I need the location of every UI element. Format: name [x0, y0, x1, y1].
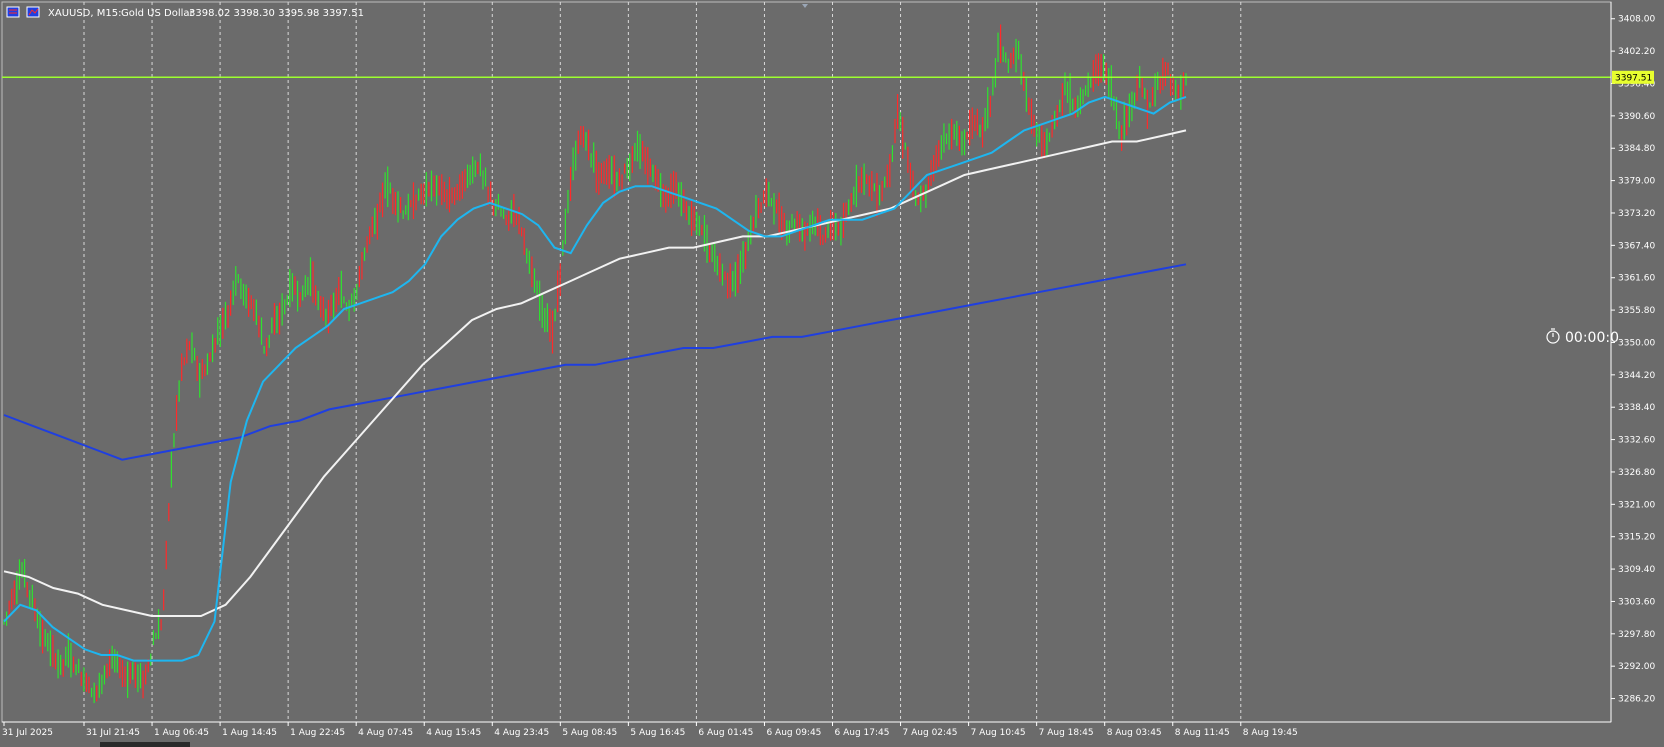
time-tick-label: 1 Aug 14:45	[222, 728, 277, 738]
symbol-icon[interactable]	[26, 6, 40, 18]
time-tick-label: 6 Aug 09:45	[766, 728, 821, 738]
scroll-marker-icon[interactable]	[802, 4, 808, 8]
price-tick-label: 3367.40	[1618, 241, 1655, 251]
symbol-icon-glyph	[28, 8, 39, 16]
symbol-timeframe-label: XAUUSD, M15:	[48, 8, 121, 19]
moving-average-slow-line	[3, 263, 1187, 461]
price-tick-label: 3384.80	[1618, 144, 1655, 154]
price-tick-label: 3408.00	[1618, 15, 1655, 25]
bar-timer: 00:00:0	[1546, 328, 1619, 346]
time-tick-label: 7 Aug 18:45	[1039, 728, 1094, 738]
price-tick-label: 3396.40	[1618, 79, 1655, 89]
horizontal-scrollbar[interactable]	[100, 742, 190, 747]
price-tick-label: 3286.20	[1618, 695, 1655, 705]
time-tick-label: 5 Aug 16:45	[630, 728, 685, 738]
current-price-tag: 3397.51	[1612, 70, 1654, 84]
price-axis: 3408.00 3402.20 3396.40 3390.60 3384.80 3379.…	[1610, 2, 1655, 722]
time-tick-label: 6 Aug 01:45	[698, 728, 753, 738]
price-tick-label: 3315.20	[1618, 533, 1655, 543]
price-tick-label: 3350.00	[1618, 338, 1655, 348]
price-tick-label: 3297.80	[1618, 630, 1655, 640]
price-tick-label: 3326.80	[1618, 468, 1655, 478]
time-tick-label: 1 Aug 06:45	[154, 728, 209, 738]
time-tick-label: 7 Aug 10:45	[971, 728, 1026, 738]
time-tick-label: 8 Aug 11:45	[1175, 728, 1230, 738]
price-tick-label: 3292.00	[1618, 662, 1655, 672]
symbol-description: Gold US Dollar	[121, 8, 195, 19]
chart-header: XAUUSD, M15: Gold US Dollar 3398.02 3398…	[6, 6, 364, 19]
time-tick-label: 31 Jul 2025	[2, 728, 53, 738]
time-axis: 31 Jul 2025 31 Jul 21:45 1 Aug 06:45 1 Aug …	[2, 721, 1611, 738]
time-tick-label: 4 Aug 07:45	[358, 728, 413, 738]
moving-averages	[3, 95, 1187, 662]
time-tick-label: 7 Aug 02:45	[903, 728, 958, 738]
price-tick-label: 3309.40	[1618, 565, 1655, 575]
time-tick-label: 8 Aug 19:45	[1243, 728, 1298, 738]
time-tick-label: 8 Aug 03:45	[1107, 728, 1162, 738]
price-tick-label: 3344.20	[1618, 371, 1655, 381]
price-tick-label: 3355.80	[1618, 306, 1655, 316]
price-tick-label: 3332.60	[1618, 436, 1655, 446]
price-tick-label: 3390.60	[1618, 112, 1655, 122]
price-tick-label: 3338.40	[1618, 403, 1655, 413]
ohlc-values: 3398.02 3398.30 3395.98 3397.51	[189, 8, 364, 19]
moving-average-mid-line	[3, 129, 1187, 617]
time-tick-label: 6 Aug 17:45	[835, 728, 890, 738]
moving-average-fast-line	[3, 95, 1187, 662]
price-tick-label: 3379.00	[1618, 177, 1655, 187]
time-tick-label: 4 Aug 15:45	[426, 728, 481, 738]
price-tick-label: 3402.20	[1618, 47, 1655, 57]
candles	[3, 24, 1187, 704]
stopwatch-icon	[1546, 330, 1560, 344]
price-tick-label: 3303.60	[1618, 597, 1655, 607]
price-tick-label: 3321.00	[1618, 500, 1655, 510]
time-tick-label: 1 Aug 22:45	[290, 728, 345, 738]
price-tag-value: 3397.51	[1615, 73, 1652, 83]
bar-timer-label: 00:00:0	[1565, 330, 1619, 346]
time-tick-label: 31 Jul 21:45	[86, 728, 140, 738]
time-tick-label: 4 Aug 23:45	[494, 728, 549, 738]
time-tick-label: 5 Aug 08:45	[562, 728, 617, 738]
price-tag-background	[1612, 70, 1654, 84]
price-tick-label: 3373.20	[1618, 209, 1655, 219]
price-tick-label: 3361.60	[1618, 274, 1655, 284]
chart-menu-icon[interactable]	[6, 6, 20, 18]
